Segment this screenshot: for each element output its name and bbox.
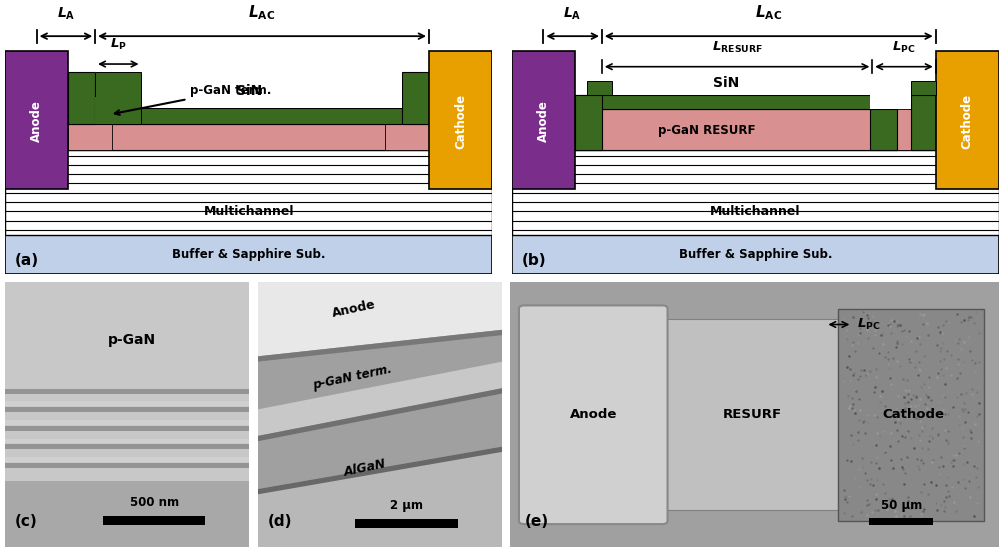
Bar: [402, 72, 428, 124]
Text: p-GaN term.: p-GaN term.: [114, 84, 271, 115]
Bar: [5, 51, 68, 189]
Bar: [95, 72, 141, 124]
Bar: [5, 150, 491, 235]
Bar: [869, 68, 911, 109]
Text: (d): (d): [267, 514, 292, 529]
Bar: [102, 517, 206, 525]
Text: Anode: Anode: [331, 298, 377, 320]
Bar: [935, 51, 998, 189]
FancyBboxPatch shape: [519, 305, 667, 524]
Bar: [512, 51, 575, 189]
Bar: [512, 150, 998, 235]
Text: p-GaN: p-GaN: [108, 333, 156, 347]
Bar: [911, 81, 935, 95]
Bar: [896, 109, 935, 150]
Text: (a): (a): [15, 253, 39, 268]
Bar: [911, 95, 935, 150]
Bar: [355, 519, 457, 528]
Text: SiN: SiN: [236, 84, 262, 98]
Text: 2 μm: 2 μm: [390, 499, 422, 512]
Text: $\bfit{L}_{\bf{A}}$: $\bfit{L}_{\bf{A}}$: [56, 5, 75, 22]
Bar: [95, 97, 141, 150]
Bar: [68, 124, 428, 150]
Text: Cathode: Cathode: [960, 93, 973, 149]
Bar: [95, 72, 402, 108]
Bar: [5, 463, 249, 468]
Polygon shape: [258, 388, 502, 441]
Text: $\bfit{L}_{\bf{PC}}$: $\bfit{L}_{\bf{PC}}$: [857, 317, 880, 332]
Bar: [5, 420, 249, 425]
Polygon shape: [258, 447, 502, 494]
Polygon shape: [258, 282, 502, 356]
Bar: [575, 95, 601, 150]
Text: Anode: Anode: [537, 100, 550, 142]
Bar: [5, 457, 249, 462]
Bar: [869, 109, 896, 150]
Text: $\bfit{L}_{\bf{A}}$: $\bfit{L}_{\bf{A}}$: [563, 5, 582, 22]
Polygon shape: [258, 447, 502, 547]
Polygon shape: [258, 362, 502, 436]
Polygon shape: [258, 330, 502, 362]
Bar: [869, 109, 911, 150]
Text: Cathode: Cathode: [882, 408, 944, 421]
Bar: [837, 309, 983, 521]
Bar: [428, 51, 491, 189]
Text: p-GaN term.: p-GaN term.: [311, 363, 393, 393]
Bar: [5, 401, 249, 406]
Bar: [385, 109, 428, 150]
Bar: [5, 445, 249, 449]
Bar: [68, 72, 95, 124]
Text: Cathode: Cathode: [453, 93, 466, 149]
Text: $\bfit{L}_{\bf{AC}}$: $\bfit{L}_{\bf{AC}}$: [248, 3, 276, 22]
Text: RESURF: RESURF: [722, 408, 781, 421]
Bar: [661, 319, 837, 510]
Bar: [575, 95, 896, 109]
Bar: [95, 97, 121, 124]
Bar: [575, 109, 896, 150]
Text: Anode: Anode: [30, 100, 43, 142]
Bar: [5, 389, 249, 394]
Text: (c): (c): [15, 514, 37, 529]
Text: SiN: SiN: [712, 76, 738, 90]
Bar: [5, 235, 491, 274]
Text: 50 μm: 50 μm: [880, 499, 921, 512]
Text: Anode: Anode: [569, 408, 616, 421]
Text: (b): (b): [521, 253, 546, 268]
Bar: [5, 282, 249, 481]
Bar: [5, 408, 249, 412]
Text: AlGaN: AlGaN: [343, 457, 387, 479]
Bar: [5, 481, 249, 547]
Bar: [68, 108, 428, 124]
Bar: [587, 81, 611, 95]
Bar: [68, 109, 112, 150]
Text: 500 nm: 500 nm: [129, 496, 179, 509]
Bar: [601, 68, 869, 95]
Bar: [5, 426, 249, 431]
Text: Buffer & Sapphire Sub.: Buffer & Sapphire Sub.: [172, 248, 325, 261]
Text: (e): (e): [525, 514, 549, 529]
Bar: [512, 235, 998, 274]
Text: p-GaN RESURF: p-GaN RESURF: [657, 124, 754, 137]
Text: Multichannel: Multichannel: [709, 205, 799, 218]
Text: Multichannel: Multichannel: [204, 205, 294, 218]
Bar: [869, 518, 932, 525]
Text: Buffer & Sapphire Sub.: Buffer & Sapphire Sub.: [678, 248, 831, 261]
Text: $\bfit{L}_{\bf{RESURF}}$: $\bfit{L}_{\bf{RESURF}}$: [711, 40, 762, 55]
Text: $\bfit{L}_{\bf{AC}}$: $\bfit{L}_{\bf{AC}}$: [754, 3, 781, 22]
Text: $\bfit{L}_{\bf{PC}}$: $\bfit{L}_{\bf{PC}}$: [892, 40, 915, 55]
Text: $\bfit{L}_{\bf{P}}$: $\bfit{L}_{\bf{P}}$: [109, 37, 126, 52]
Bar: [5, 439, 249, 444]
